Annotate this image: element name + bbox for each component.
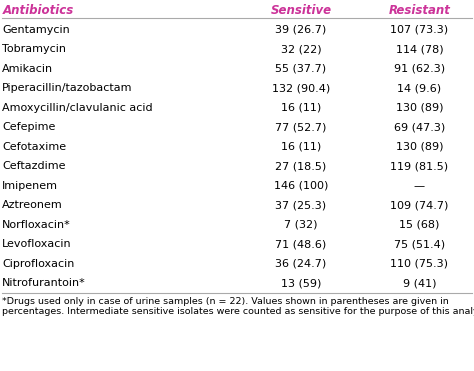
Text: Imipenem: Imipenem <box>2 181 58 191</box>
Text: 37 (25.3): 37 (25.3) <box>275 200 327 210</box>
Text: Sensitive: Sensitive <box>271 3 331 16</box>
Text: 114 (78): 114 (78) <box>396 44 443 54</box>
Text: percentages. Intermediate sensitive isolates were counted as sensitive for the p: percentages. Intermediate sensitive isol… <box>2 307 474 316</box>
Text: 130 (89): 130 (89) <box>396 103 443 113</box>
Text: Norfloxacin*: Norfloxacin* <box>2 220 71 230</box>
Text: Ceftazdime: Ceftazdime <box>2 161 66 171</box>
Text: 91 (62.3): 91 (62.3) <box>394 64 445 74</box>
Text: 15 (68): 15 (68) <box>399 220 440 230</box>
Text: Cefepime: Cefepime <box>2 122 56 132</box>
Text: Antibiotics: Antibiotics <box>2 3 73 16</box>
Text: Ciprofloxacin: Ciprofloxacin <box>2 259 75 269</box>
Text: Resistant: Resistant <box>389 3 450 16</box>
Text: 119 (81.5): 119 (81.5) <box>391 161 448 171</box>
Text: 39 (26.7): 39 (26.7) <box>275 25 327 35</box>
Text: 55 (37.7): 55 (37.7) <box>275 64 327 74</box>
Text: 9 (41): 9 (41) <box>403 278 436 288</box>
Text: *Drugs used only in case of urine samples (n = 22). Values shown in parentheses : *Drugs used only in case of urine sample… <box>2 297 449 306</box>
Text: 14 (9.6): 14 (9.6) <box>397 83 442 93</box>
Text: 75 (51.4): 75 (51.4) <box>394 239 445 249</box>
Text: 32 (22): 32 (22) <box>281 44 321 54</box>
Text: 110 (75.3): 110 (75.3) <box>391 259 448 269</box>
Text: 13 (59): 13 (59) <box>281 278 321 288</box>
Text: 7 (32): 7 (32) <box>284 220 318 230</box>
Text: Amikacin: Amikacin <box>2 64 54 74</box>
Text: Piperacillin/tazobactam: Piperacillin/tazobactam <box>2 83 133 93</box>
Text: 132 (90.4): 132 (90.4) <box>272 83 330 93</box>
Text: Tobramycin: Tobramycin <box>2 44 66 54</box>
Text: Nitrofurantoin*: Nitrofurantoin* <box>2 278 86 288</box>
Text: 71 (48.6): 71 (48.6) <box>275 239 327 249</box>
Text: 27 (18.5): 27 (18.5) <box>275 161 327 171</box>
Text: 146 (100): 146 (100) <box>274 181 328 191</box>
Text: 36 (24.7): 36 (24.7) <box>275 259 327 269</box>
Text: 69 (47.3): 69 (47.3) <box>394 122 445 132</box>
Text: 16 (11): 16 (11) <box>281 142 321 152</box>
Text: 107 (73.3): 107 (73.3) <box>391 25 448 35</box>
Text: Aztreonem: Aztreonem <box>2 200 63 210</box>
Text: Gentamycin: Gentamycin <box>2 25 70 35</box>
Text: 109 (74.7): 109 (74.7) <box>390 200 449 210</box>
Text: Levofloxacin: Levofloxacin <box>2 239 72 249</box>
Text: 16 (11): 16 (11) <box>281 103 321 113</box>
Text: 130 (89): 130 (89) <box>396 142 443 152</box>
Text: Cefotaxime: Cefotaxime <box>2 142 66 152</box>
Text: Amoxycillin/clavulanic acid: Amoxycillin/clavulanic acid <box>2 103 153 113</box>
Text: 77 (52.7): 77 (52.7) <box>275 122 327 132</box>
Text: —: — <box>414 181 425 191</box>
